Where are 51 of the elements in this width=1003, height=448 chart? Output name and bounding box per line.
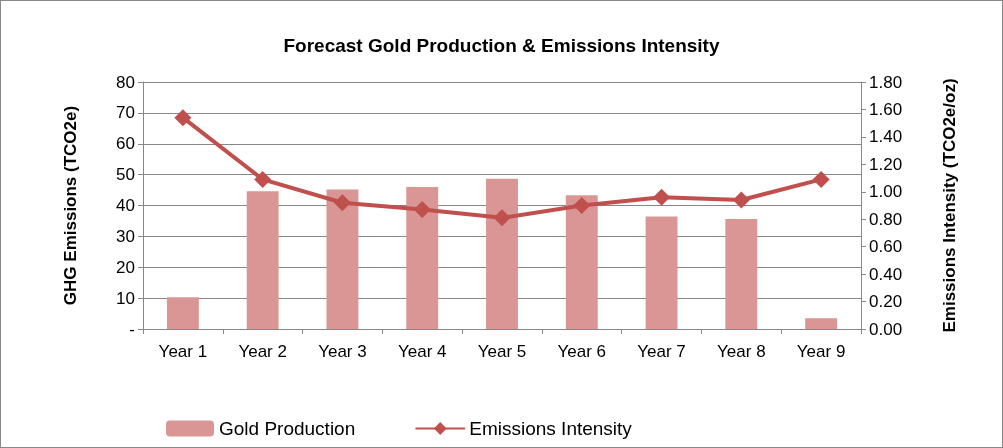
y-tick-label: - (129, 319, 135, 339)
point (333, 194, 351, 212)
y2-tick-label: 1.20 (869, 154, 903, 174)
y-tick-label: 20 (116, 257, 135, 277)
bar (565, 195, 598, 329)
x-tick-label: Year 4 (397, 342, 447, 361)
y2-tick-label: 0.40 (869, 264, 903, 284)
point (174, 109, 192, 127)
y2-tick-label: 0.60 (869, 237, 903, 257)
point (812, 170, 830, 188)
x-tick-label: Year 7 (637, 342, 686, 361)
x-tick-label: Year 5 (477, 342, 527, 361)
legend-label: Gold Production (219, 418, 356, 439)
x-tick-label: Year 9 (796, 342, 846, 361)
y-tick-label: 60 (116, 134, 135, 154)
y2-axis-title: Emissions Intensity (TCO2e/oz) (940, 78, 959, 333)
x-tick-label: Year 3 (318, 342, 367, 361)
y2-tick-label: 1.60 (869, 99, 903, 119)
bar (326, 189, 359, 329)
x-tick-label: Year 1 (158, 342, 208, 361)
point (493, 209, 511, 227)
y2-tick-label: 0.00 (869, 319, 903, 339)
legend-label: Emissions Intensity (469, 418, 633, 439)
bar (406, 186, 439, 329)
point (573, 197, 591, 214)
x-tick-label: Year 8 (717, 342, 766, 361)
x-tick-label: Year 6 (557, 342, 607, 361)
y-tick-label: 40 (116, 196, 135, 215)
y2-tick-label: 0.80 (869, 209, 903, 229)
y2-tick-label: 1.00 (869, 182, 903, 202)
bar (166, 297, 199, 329)
y-tick-label: 70 (116, 103, 135, 123)
y-tick-label: 10 (116, 288, 135, 308)
bar (246, 191, 279, 329)
bar (486, 178, 518, 329)
y2-tick-label: 1.80 (869, 72, 903, 92)
point (413, 201, 431, 219)
point (254, 170, 272, 188)
point (653, 188, 671, 206)
y-tick-label: 80 (116, 72, 135, 92)
chart-title: Forecast Gold Production & Emissions Intensity (283, 35, 720, 56)
y2-tick-label: 0.20 (869, 292, 903, 312)
x-tick-label: Year 2 (238, 342, 287, 361)
bar (805, 318, 838, 329)
y-tick-label: 50 (116, 165, 135, 185)
y-tick-label: 30 (116, 226, 135, 246)
point (732, 191, 750, 209)
bar (645, 216, 678, 329)
y2-tick-label: 1.40 (869, 127, 903, 147)
y-axis-title: GHG Emissions (TCO2e) (61, 105, 80, 306)
bar (725, 219, 758, 329)
